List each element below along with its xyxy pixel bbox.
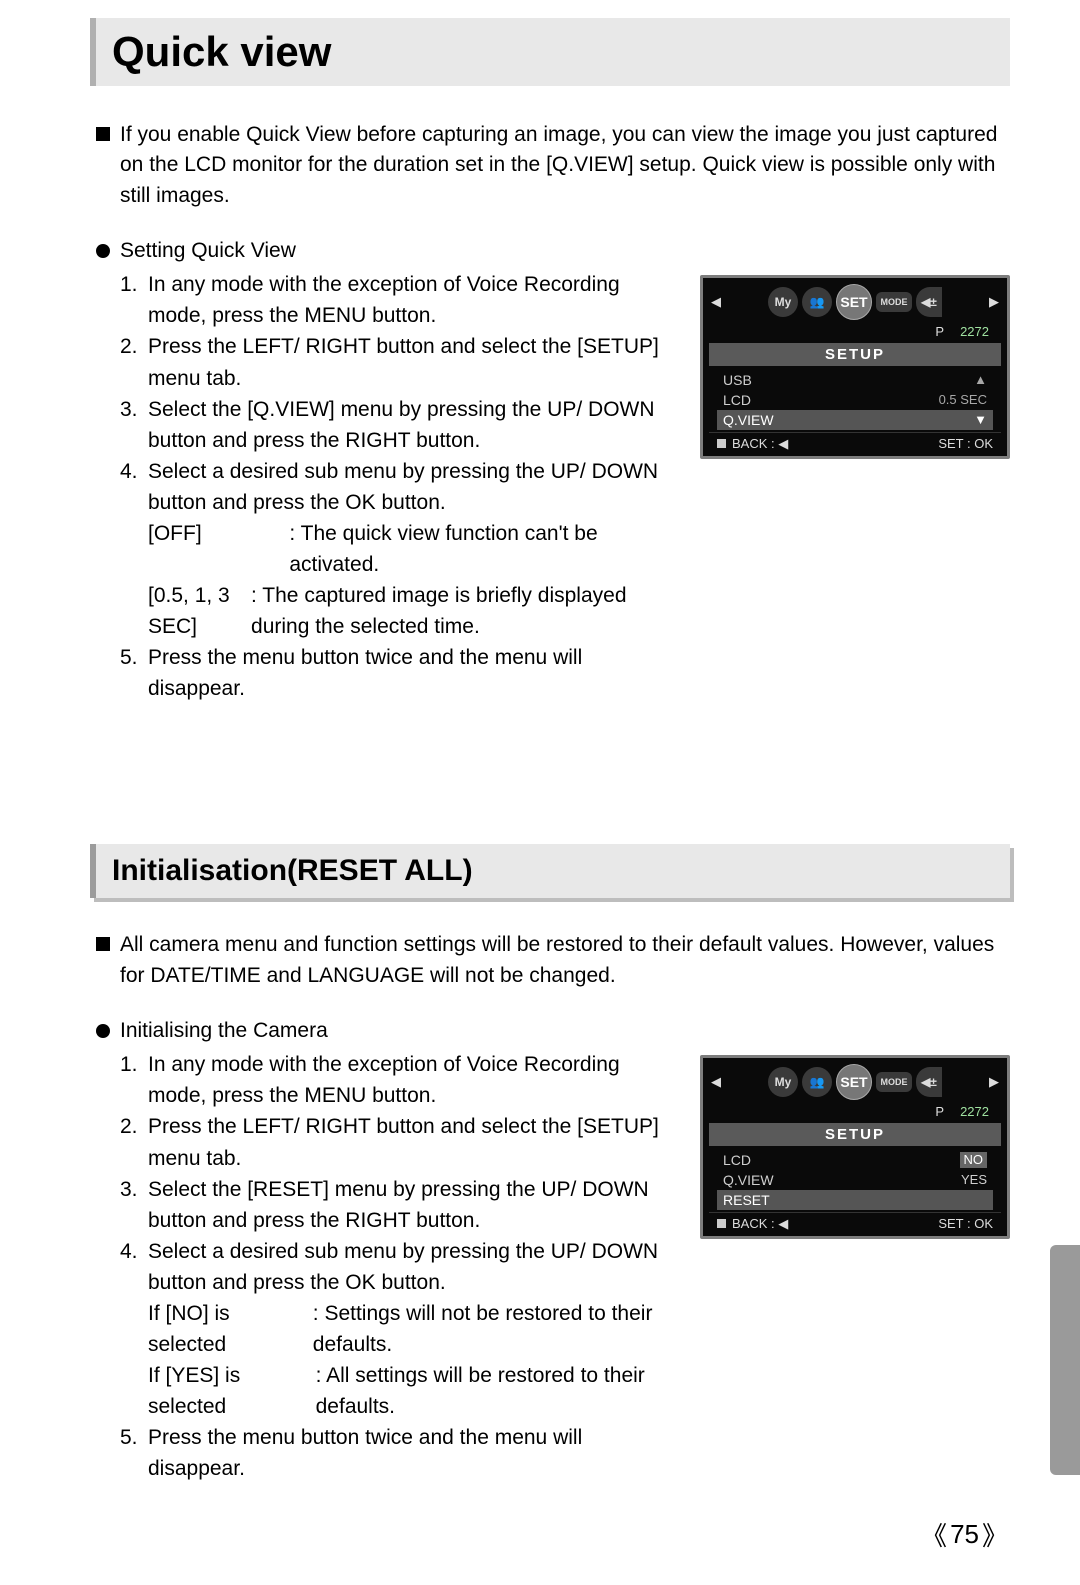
heading-reset-all-text: Initialisation(RESET ALL) xyxy=(112,854,998,888)
lcd-right-arrow-icon: ▶ xyxy=(989,1074,999,1090)
lcd-tab-person-icon: 👥 xyxy=(802,1067,832,1097)
lcd-back-label: BACK : xyxy=(732,436,775,451)
rs-opt-no-key: If [NO] is selected xyxy=(148,1298,313,1360)
lcd-back-label2: BACK : xyxy=(732,1216,775,1231)
qv-step-1: In any mode with the exception of Voice … xyxy=(148,269,670,331)
reset-subhead: Initialising the Camera xyxy=(96,1019,1010,1043)
reset-subhead-text: Initialising the Camera xyxy=(120,1019,328,1043)
rs-step-5: Press the menu button twice and the menu… xyxy=(148,1422,670,1484)
lcd-tab-flash-icon: ◀± xyxy=(916,1067,942,1097)
lcd-row-yes: YES xyxy=(961,1172,987,1188)
lcd-tab-my-icon: My xyxy=(768,1067,798,1097)
lcd-setok-label: SET : OK xyxy=(938,436,993,452)
qv-opt-sec-key: [0.5, 1, 3 SEC] xyxy=(148,580,251,642)
lcd-row-qview2: Q.VIEW xyxy=(723,1172,774,1188)
lcd-setok-label2: SET : OK xyxy=(938,1216,993,1232)
qv-step-4: Select a desired sub menu by pressing th… xyxy=(148,456,670,518)
lcd-quickview: ◀ My 👥 SET MODE ◀± ▶ P 2272 SETUP xyxy=(700,275,1010,459)
lcd-row-reset: RESET xyxy=(723,1192,770,1208)
side-thumb-tab xyxy=(1050,1245,1080,1475)
lcd-reset: ◀ My 👥 SET MODE ◀± ▶ P 2272 SETUP xyxy=(700,1055,1010,1239)
reset-intro: All camera menu and function settings wi… xyxy=(96,930,1010,991)
heading-quick-view: Quick view xyxy=(90,18,1010,86)
quickview-steps: 1.In any mode with the exception of Voic… xyxy=(96,269,670,704)
square-bullet-icon xyxy=(96,127,110,141)
rs-opt-yes-key: If [YES] is selected xyxy=(148,1360,316,1422)
lcd-down-icon: ▼ xyxy=(974,412,987,428)
heading-reset-all: Initialisation(RESET ALL) xyxy=(90,844,1010,898)
lcd-stop-icon xyxy=(717,1219,726,1228)
rs-opt-yes-val: : All settings will be restored to their… xyxy=(316,1360,670,1422)
lcd-tab-my-icon: My xyxy=(768,287,798,317)
rs-step-3: Select the [RESET] menu by pressing the … xyxy=(148,1174,670,1236)
circle-bullet-icon xyxy=(96,244,110,258)
lcd-row-usb: USB xyxy=(723,372,752,388)
heading-quick-view-text: Quick view xyxy=(112,28,998,76)
reset-intro-text: All camera menu and function settings wi… xyxy=(120,930,1010,991)
lcd-up-icon: ▲ xyxy=(974,372,987,388)
lcd-stop-icon xyxy=(717,439,726,448)
quickview-subhead-text: Setting Quick View xyxy=(120,239,296,263)
square-bullet-icon xyxy=(96,937,110,951)
circle-bullet-icon xyxy=(96,1024,110,1038)
lcd-tab-set-icon: SET xyxy=(836,284,872,320)
qv-step-2: Press the LEFT/ RIGHT button and select … xyxy=(148,331,670,393)
reset-steps: 1.In any mode with the exception of Voic… xyxy=(96,1049,670,1484)
rs-step-2: Press the LEFT/ RIGHT button and select … xyxy=(148,1111,670,1173)
quickview-subhead: Setting Quick View xyxy=(96,239,1010,263)
page-number-value: 75 xyxy=(950,1519,979,1550)
lcd-tab-mode-icon: MODE xyxy=(876,292,912,312)
rs-step-4: Select a desired sub menu by pressing th… xyxy=(148,1236,670,1298)
lcd-left-arrow-icon: ◀ xyxy=(711,294,721,310)
lcd-row-lcd: LCD xyxy=(723,392,751,408)
lcd-right-arrow-icon: ▶ xyxy=(989,294,999,310)
page-number: 《75》 xyxy=(921,1516,1008,1553)
quickview-intro: If you enable Quick View before capturin… xyxy=(96,120,1010,211)
lcd-tab-flash-icon: ◀± xyxy=(916,287,942,317)
rs-opt-no-val: : Settings will not be restored to their… xyxy=(313,1298,670,1360)
lcd-setup-title: SETUP xyxy=(709,1123,1001,1146)
qv-opt-off-val: : The quick view function can't be activ… xyxy=(289,518,670,580)
lcd-tab-set-icon: SET xyxy=(836,1064,872,1100)
lcd-row-lcd2: LCD xyxy=(723,1152,751,1168)
lcd-mode-p: P xyxy=(935,1104,944,1119)
lcd-row-no: NO xyxy=(960,1152,988,1168)
qv-step-3: Select the [Q.VIEW] menu by pressing the… xyxy=(148,394,670,456)
lcd-mode-p: P xyxy=(935,324,944,339)
lcd-row-lcd-val: 0.5 SEC xyxy=(939,392,987,408)
rs-step-1: In any mode with the exception of Voice … xyxy=(148,1049,670,1111)
lcd-mode-res: 2272 xyxy=(960,1104,989,1119)
qv-step-5: Press the menu button twice and the menu… xyxy=(148,642,670,704)
lcd-tab-person-icon: 👥 xyxy=(802,287,832,317)
lcd-row-qview: Q.VIEW xyxy=(723,412,774,428)
lcd-setup-title: SETUP xyxy=(709,343,1001,366)
lcd-mode-res: 2272 xyxy=(960,324,989,339)
qv-opt-off-key: [OFF] xyxy=(148,518,289,580)
quickview-intro-text: If you enable Quick View before capturin… xyxy=(120,120,1010,211)
qv-opt-sec-val: : The captured image is briefly displaye… xyxy=(251,580,670,642)
lcd-left-arrow-icon: ◀ xyxy=(711,1074,721,1090)
lcd-tab-mode-icon: MODE xyxy=(876,1072,912,1092)
